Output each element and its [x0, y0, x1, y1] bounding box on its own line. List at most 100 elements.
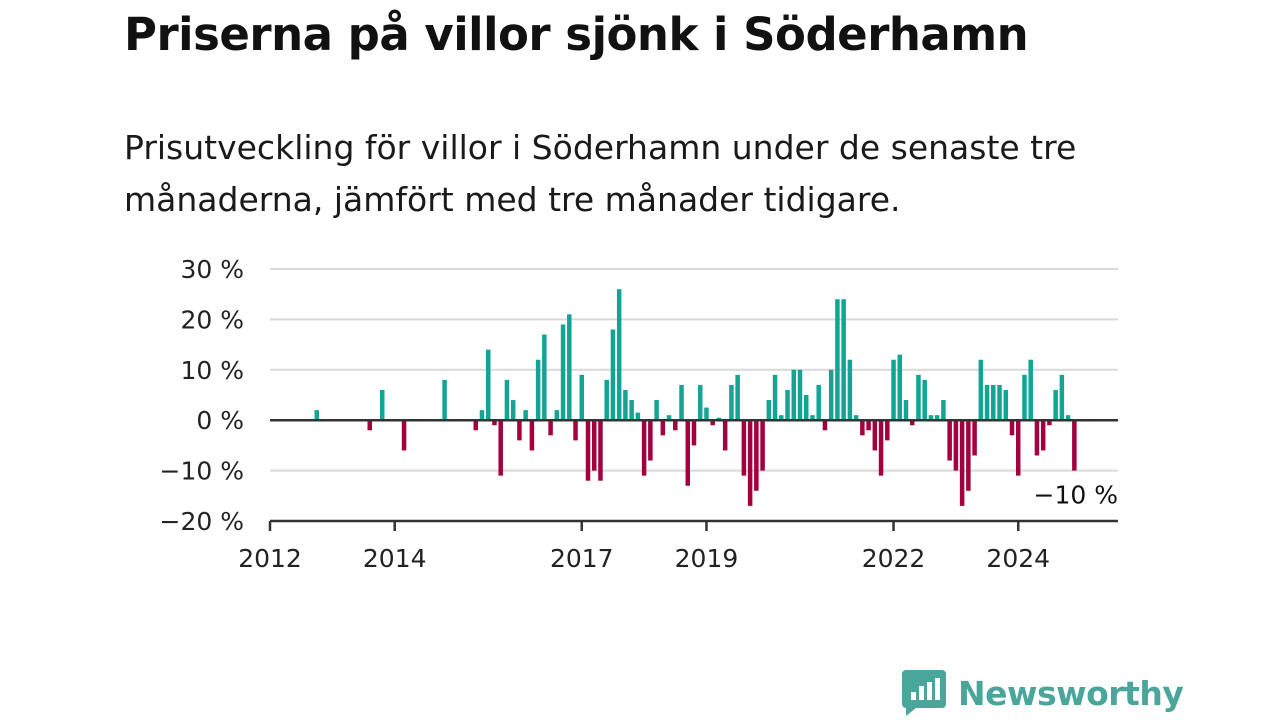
bar: [654, 400, 659, 421]
bar: [941, 400, 946, 421]
bar: [866, 420, 871, 431]
bar: [598, 420, 603, 481]
bar: [535, 359, 541, 421]
bar: [853, 415, 859, 421]
y-tick-label: 30 %: [180, 255, 244, 284]
bar: [542, 334, 547, 421]
bar: [548, 420, 553, 436]
bar: [567, 314, 572, 421]
bar: [554, 410, 560, 421]
bar: [1053, 389, 1058, 421]
bar: [1072, 420, 1077, 471]
bar: [747, 420, 753, 506]
newsworthy-logo: Newsworthy: [902, 670, 1184, 716]
bar: [766, 400, 772, 421]
y-tick-label: −10 %: [160, 457, 244, 486]
tick-labels: −20 % −10 % 0 % 10 % 20 % 30 % 2012 2014 2017 201…: [160, 255, 1118, 573]
bar: [442, 379, 447, 421]
bar: [379, 389, 385, 421]
bar: [504, 379, 510, 421]
bar: [934, 415, 940, 421]
y-tick-label: 10 %: [180, 356, 244, 385]
brand-name: Newsworthy: [958, 673, 1184, 713]
bar: [314, 410, 320, 421]
bar: [710, 420, 715, 426]
axes: [268, 418, 1118, 531]
bar: [735, 374, 740, 421]
bar: [997, 384, 1002, 421]
bar: [629, 400, 634, 421]
grid-lines: [270, 268, 1118, 472]
bar: [872, 420, 878, 451]
bar: [716, 417, 722, 421]
bar: [591, 420, 597, 471]
bars: [314, 289, 1077, 506]
y-tick-label: 20 %: [180, 305, 244, 334]
x-tick-label: 2014: [363, 544, 427, 573]
bar: [1047, 420, 1052, 426]
bar: [1009, 420, 1015, 436]
bar: [841, 299, 846, 421]
bar: [473, 420, 479, 431]
bar: [1022, 374, 1027, 421]
bar: [860, 420, 865, 436]
bar: [691, 420, 697, 446]
bar: [810, 415, 815, 421]
x-tick-label: 2022: [862, 544, 926, 573]
bar: [928, 415, 934, 421]
bar: [1059, 374, 1065, 421]
bar: [1003, 389, 1009, 421]
bar: [947, 420, 952, 461]
bar: [772, 374, 778, 421]
bar: [367, 420, 373, 431]
bar: [760, 420, 765, 471]
y-tick-label: 0 %: [196, 406, 244, 435]
bar: [779, 415, 784, 421]
x-tick-label: 2012: [238, 544, 302, 573]
bar-chart: −20 % −10 % 0 % 10 % 20 % 30 % 2012 2014 2017 201…: [160, 255, 1118, 573]
bar: [972, 420, 977, 456]
bar: [1028, 359, 1033, 421]
bar: [479, 410, 485, 421]
bar: [660, 420, 666, 436]
bar: [1040, 420, 1046, 451]
bar: [729, 384, 734, 421]
bar: [560, 324, 566, 421]
bar: [922, 379, 927, 421]
bar: [616, 289, 622, 421]
bar: [722, 420, 728, 451]
bar: [953, 420, 959, 471]
newsworthy-logo-icon: [902, 670, 946, 716]
bar: [697, 384, 703, 421]
bar: [835, 299, 840, 421]
bar: [903, 400, 909, 421]
bar: [610, 329, 616, 421]
bar: [828, 369, 834, 421]
bar: [822, 420, 828, 431]
bar: [741, 420, 747, 476]
bar: [401, 420, 407, 451]
bar: [604, 379, 609, 421]
bar: [704, 407, 709, 421]
x-tick-label: 2019: [675, 544, 739, 573]
chart-title: Priserna på villor sjönk i Söderhamn: [124, 8, 1029, 61]
bar: [492, 420, 497, 426]
bar: [666, 415, 672, 421]
bar: [573, 420, 578, 441]
bar: [1034, 420, 1040, 456]
bar: [885, 420, 890, 441]
bar: [679, 384, 684, 421]
bar: [485, 349, 491, 421]
bar: [785, 389, 790, 421]
bar: [797, 369, 803, 421]
bar: [897, 354, 903, 421]
bar: [585, 420, 591, 481]
bar: [847, 359, 853, 421]
bar: [959, 420, 965, 506]
bar: [891, 359, 896, 421]
bar: [641, 420, 647, 476]
bar: [878, 420, 884, 476]
bar: [635, 412, 641, 421]
bar: [1015, 420, 1021, 476]
bar: [498, 420, 503, 476]
